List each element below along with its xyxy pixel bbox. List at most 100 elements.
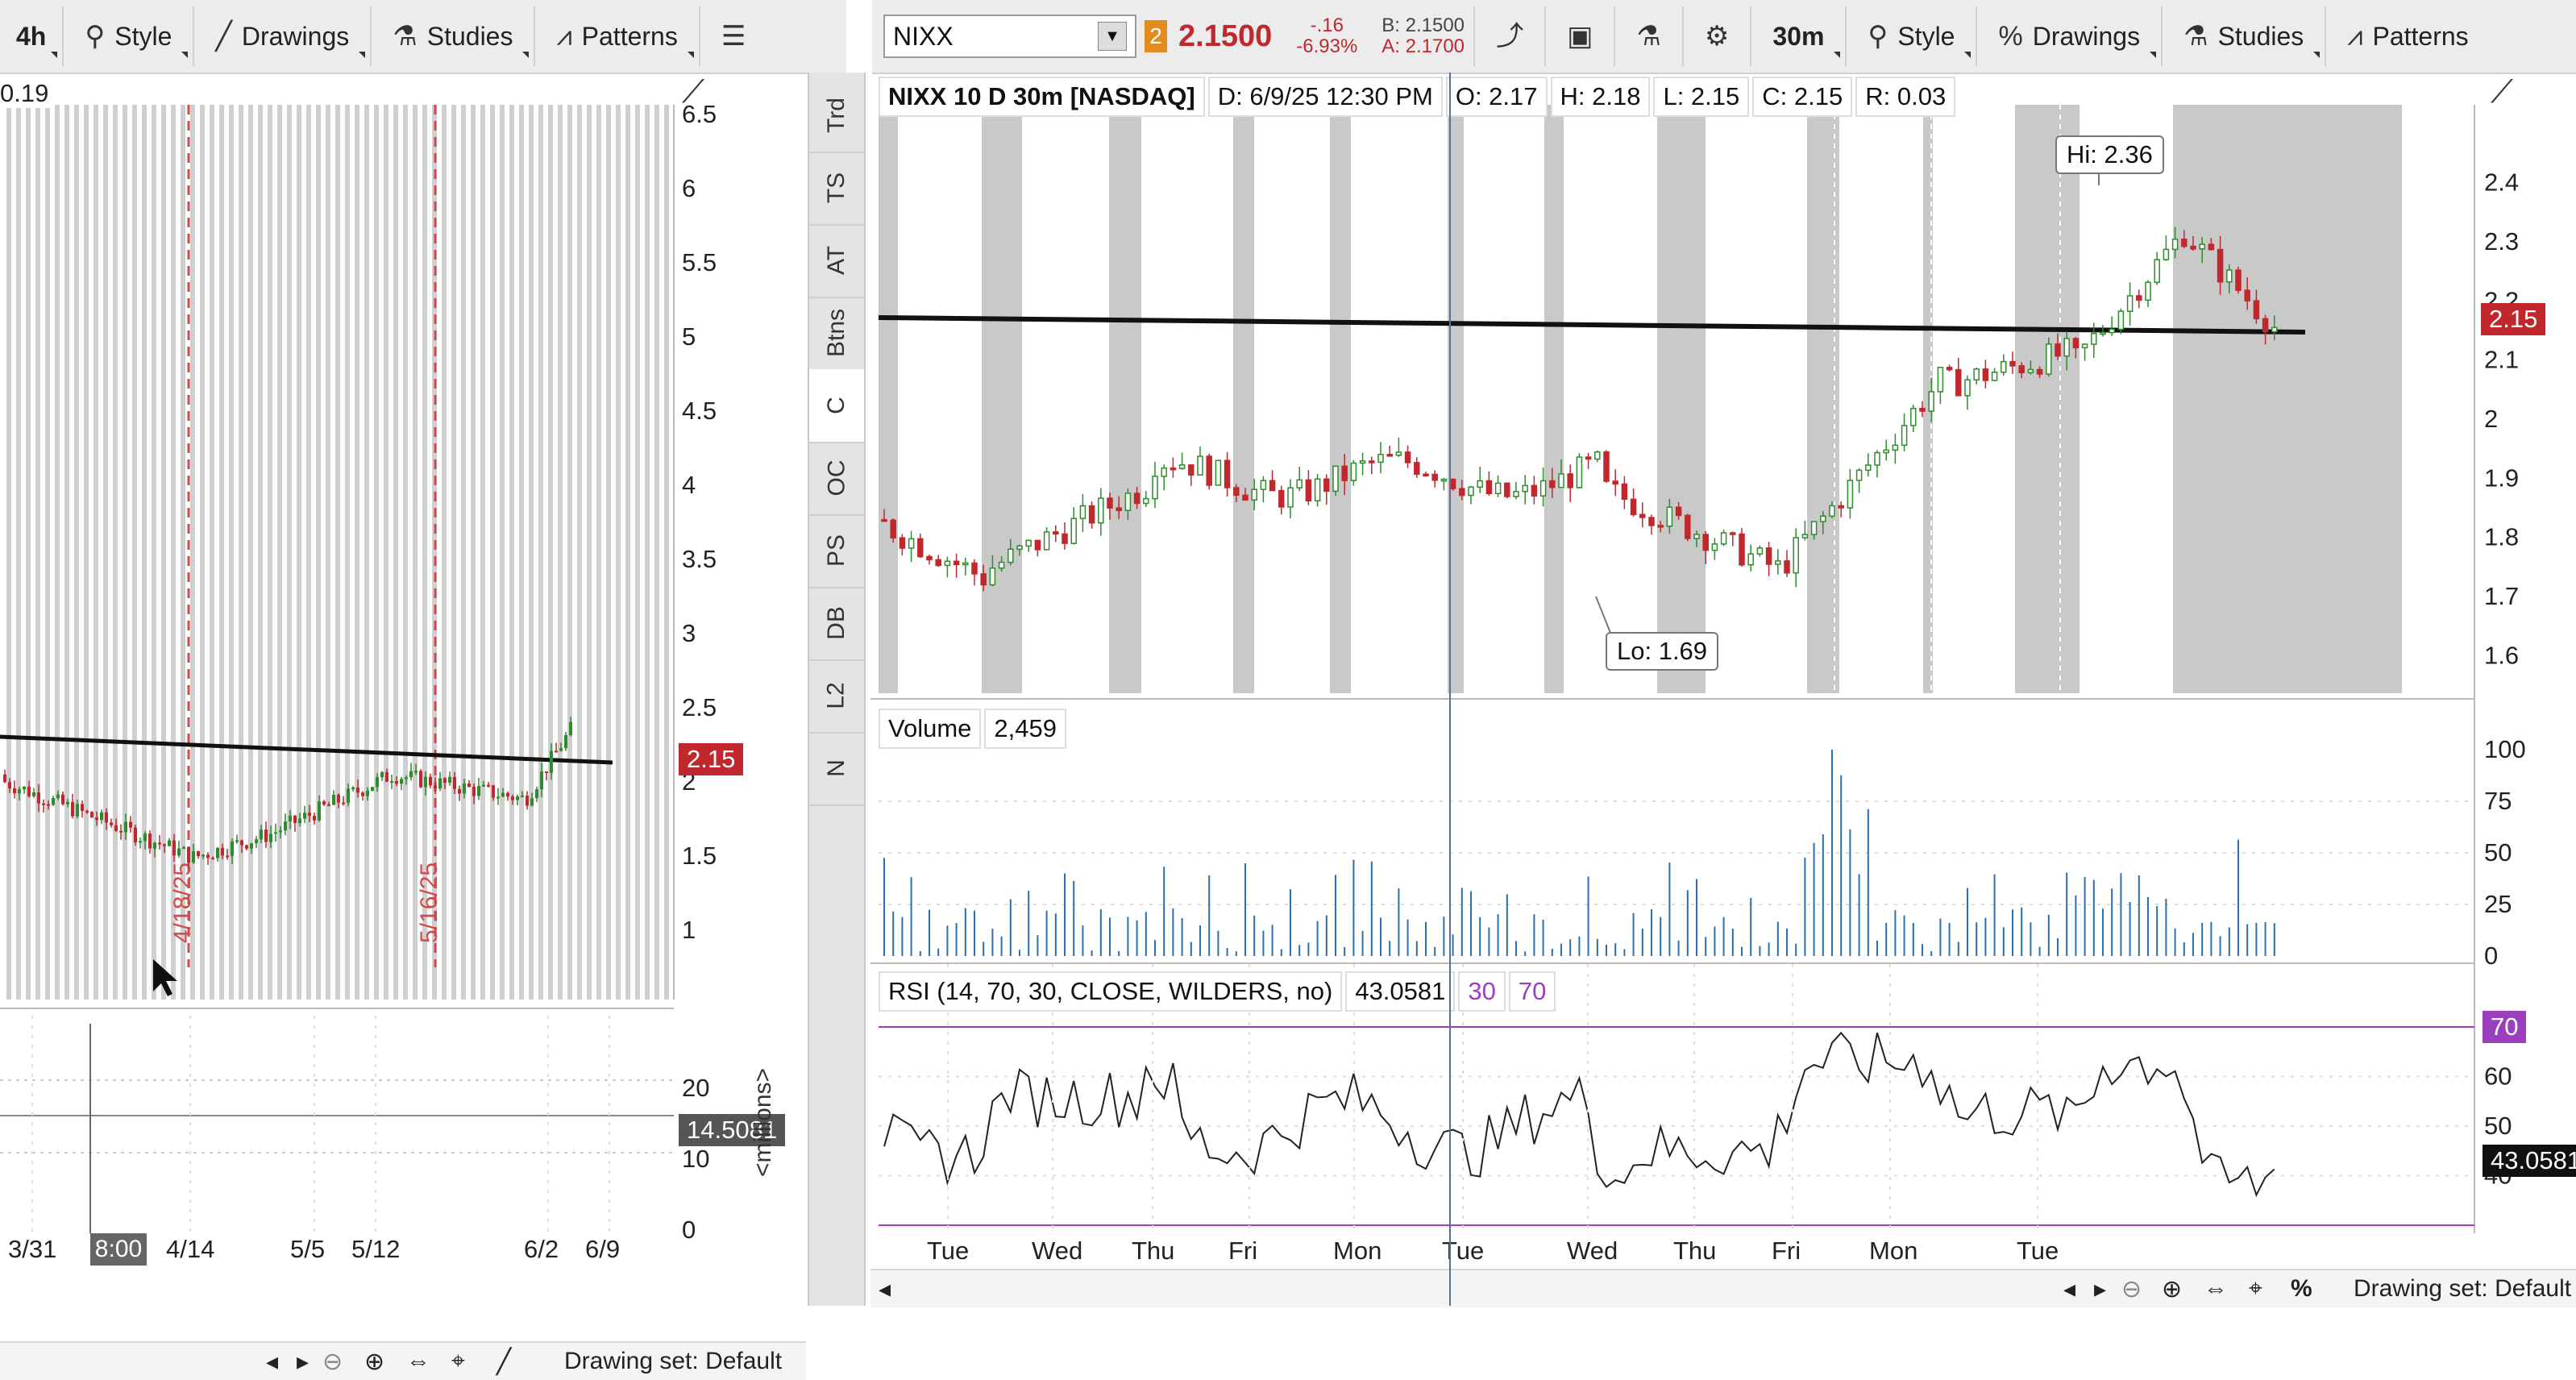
scroll-left-icon[interactable]: ◂ <box>266 1348 279 1375</box>
left-timeframe-button[interactable]: 4h <box>0 6 64 66</box>
studies-quick-button[interactable]: ⚗ <box>1615 6 1684 66</box>
side-tab-db[interactable]: DB <box>809 587 864 661</box>
left-candle <box>448 776 451 784</box>
side-tab-ps[interactable]: PS <box>809 514 864 588</box>
pan-icon[interactable]: ⇔ <box>2204 1275 2228 1302</box>
left-price-chart[interactable]: 6.5 6 5.5 5 4.5 4 3.5 3 2.5 2 1.5 1 4/18/25 5/16/25 20… <box>0 73 806 1380</box>
candle <box>1323 478 1330 493</box>
side-tab-at[interactable]: AT <box>809 224 864 298</box>
percent-icon[interactable]: % <box>2291 1275 2312 1302</box>
left-candle <box>337 794 340 803</box>
zoom-out-icon[interactable]: ⊖ <box>2121 1275 2142 1303</box>
snapshot-button[interactable]: ▣ <box>1546 6 1616 66</box>
candle <box>1639 513 1646 518</box>
right-drawings-button[interactable]: % Drawings <box>1977 6 2163 66</box>
crosshair-icon[interactable]: ⌖ <box>2249 1275 2262 1302</box>
side-tab-label: OC <box>823 459 850 497</box>
candle <box>1016 545 1023 551</box>
pan-icon[interactable]: ⇔ <box>406 1348 430 1374</box>
candle <box>1720 532 1727 545</box>
left-candle <box>318 801 321 821</box>
crosshair-vertical-line <box>1449 73 1451 1306</box>
left-style-button[interactable]: ⚲ Style <box>64 6 195 66</box>
left-candle <box>385 771 388 782</box>
left-candle <box>105 812 108 823</box>
zoom-out-icon[interactable]: ⊖ <box>322 1348 343 1375</box>
candle <box>1991 372 1998 381</box>
left-patterns-button[interactable]: ⩘ Patterns <box>535 6 700 66</box>
side-tab-oc[interactable]: OC <box>809 442 864 516</box>
left-candle <box>192 850 195 863</box>
left-session-shade <box>190 105 195 1000</box>
left-session-shade <box>384 105 388 1000</box>
left-candle <box>37 792 40 804</box>
left-studies-button[interactable]: ⚗ Studies <box>372 6 536 66</box>
left-lower-unit: <millions> <box>750 1067 776 1177</box>
crosshair-icon[interactable]: ⌖ <box>451 1348 465 1374</box>
left-session-shade <box>654 105 659 1000</box>
side-tab-l2[interactable]: L2 <box>809 659 864 734</box>
left-candle <box>376 777 379 788</box>
right-expand-icon[interactable]: ⟋ <box>2491 74 2513 110</box>
symbol-selector[interactable]: NIXX ▼ <box>883 15 1136 58</box>
candle <box>1765 547 1772 565</box>
right-studies-button[interactable]: ⚗ Studies <box>2163 6 2327 66</box>
scroll-start-icon[interactable]: ◂ <box>879 1275 891 1303</box>
side-tab-trd[interactable]: Trd <box>809 79 864 153</box>
candle <box>1008 548 1014 563</box>
rsi-label: RSI (14, 70, 30, CLOSE, WILDERS, no) <box>879 971 1343 1012</box>
left-candle <box>371 787 374 792</box>
left-expand-icon[interactable]: ⟋ <box>682 74 704 110</box>
zoom-in-icon[interactable]: ⊕ <box>364 1348 385 1375</box>
right-style-button[interactable]: ⚲ Style <box>1847 6 1978 66</box>
left-candle <box>453 776 456 789</box>
right-price-tick: 2.1 <box>2484 346 2519 374</box>
candle <box>2271 326 2278 333</box>
right-price-tick: 1.6 <box>2484 641 2519 669</box>
candle <box>1188 464 1195 476</box>
right-patterns-button[interactable]: ⩘ Patterns <box>2347 21 2469 52</box>
side-tab-c[interactable]: C <box>809 369 864 443</box>
candle <box>1919 407 1926 412</box>
right-chart-canvas[interactable]: 2.42.32.22.121.91.81.71.6100755025060504… <box>870 73 2576 1306</box>
left-candle <box>487 784 490 787</box>
right-timeframe-button[interactable]: 30m <box>1751 6 1847 66</box>
session-shade-band <box>1544 105 1564 693</box>
candle <box>1784 560 1790 574</box>
right-drawing-set[interactable]: Drawing set: Default <box>2354 1275 2571 1302</box>
side-tab-ts[interactable]: TS <box>809 152 864 226</box>
link-group-badge[interactable]: 2 <box>1145 20 1167 52</box>
left-session-shade <box>374 105 379 1000</box>
left-drawings-button[interactable]: ╱ Drawings <box>194 6 372 66</box>
left-price-tick: 2.5 <box>682 693 717 721</box>
left-drawing-set[interactable]: Drawing set: Default <box>564 1348 783 1374</box>
draw-line-icon[interactable]: ╱ <box>497 1348 512 1375</box>
side-tab-n[interactable]: N <box>809 732 864 806</box>
left-session-shade <box>490 105 495 1000</box>
scroll-right-icon[interactable]: ▸ <box>297 1348 310 1375</box>
left-session-shade <box>432 105 437 1000</box>
day-tick: Fri <box>1228 1237 1257 1265</box>
patterns-icon: ⩘ <box>2347 21 2363 52</box>
candle <box>1874 451 1880 466</box>
scroll-right-icon[interactable]: ▸ <box>2094 1275 2107 1303</box>
candle <box>881 518 887 522</box>
candle <box>1152 476 1158 500</box>
left-session-shade <box>55 105 60 1000</box>
zoom-in-icon[interactable]: ⊕ <box>2162 1275 2183 1303</box>
candle <box>1756 547 1764 555</box>
candle <box>1305 479 1312 502</box>
left-menu-button[interactable]: ☰ <box>700 6 767 66</box>
left-candle <box>482 784 485 787</box>
candle <box>2091 332 2097 345</box>
side-tab-label: PS <box>823 534 850 567</box>
right-price-tick: 2 <box>2484 405 2498 433</box>
scroll-left-icon[interactable]: ◂ <box>2063 1275 2076 1303</box>
side-tab-btns[interactable]: Btns <box>809 297 864 371</box>
left-chart-canvas[interactable]: 6.565.554.543.532.521.514/18/25 5/16/2520… <box>0 73 806 1306</box>
share-button[interactable]: ⤴ <box>1473 6 1547 66</box>
left-candle <box>13 788 16 794</box>
candle <box>2100 331 2106 335</box>
settings-button[interactable]: ⚙ <box>1684 6 1752 66</box>
right-price-chart[interactable]: 2.42.32.22.121.91.81.71.6100755025060504… <box>870 73 2576 1307</box>
